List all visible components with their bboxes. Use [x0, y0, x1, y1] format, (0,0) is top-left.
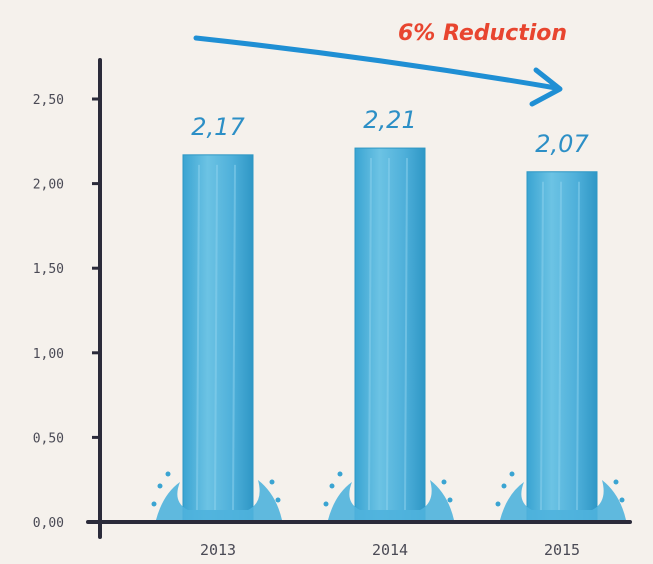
value-label: 2,07 — [535, 130, 589, 158]
splash-drop — [157, 483, 163, 489]
splash-drop — [495, 501, 501, 507]
bar-streak — [558, 181, 562, 511]
x-tick-label: 2013 — [200, 541, 236, 559]
bar-streak — [196, 164, 200, 511]
bar-streak — [368, 158, 372, 511]
bar-2015 — [526, 171, 598, 523]
bar-2013 — [182, 154, 254, 523]
water-splash — [156, 480, 282, 520]
splash-drop — [275, 497, 281, 503]
x-tick-label: 2015 — [544, 541, 580, 559]
y-axis-group: 0,00 0,50 1,00 1,50 2,00 2,50 — [33, 93, 100, 531]
bar-streak — [540, 181, 544, 511]
bar-streak — [404, 158, 408, 511]
x-tick-label: 2014 — [372, 541, 408, 559]
splash-drop — [501, 483, 507, 489]
annotation-text: 6% Reduction — [398, 21, 567, 46]
bar-streak — [214, 164, 218, 511]
water-splash — [328, 480, 454, 520]
y-tick-label: 1,00 — [33, 347, 64, 362]
splash-drop — [619, 497, 625, 503]
reduction-annotation: 6% Reduction — [193, 21, 567, 107]
bar-streak — [576, 181, 580, 511]
bar-streak — [232, 164, 236, 511]
trend-arrow — [193, 35, 559, 91]
y-tick-label: 0,50 — [33, 431, 64, 446]
trend-arrow-head — [529, 67, 563, 107]
labels-group: 2,17 2013 2,21 2014 2,07 2015 — [191, 106, 589, 559]
y-tick-label: 2,50 — [33, 93, 64, 108]
value-label: 2,21 — [363, 106, 416, 134]
bar-2014 — [354, 147, 426, 523]
splash-drop — [337, 471, 343, 477]
splash-drop — [151, 501, 157, 507]
splash-drop — [441, 479, 447, 485]
y-tick-label: 1,50 — [33, 262, 64, 277]
y-tick-label: 0,00 — [33, 516, 64, 531]
splash-drop — [509, 471, 515, 477]
bar-streak — [386, 158, 390, 511]
y-tick-label: 2,00 — [33, 178, 64, 193]
water-splash — [500, 480, 626, 520]
splash-drop — [329, 483, 335, 489]
splash-drop — [165, 471, 171, 477]
splash-drop — [447, 497, 453, 503]
value-label: 2,17 — [191, 113, 245, 141]
splash-drop — [269, 479, 275, 485]
splash-drop — [613, 479, 619, 485]
splash-drop — [323, 501, 329, 507]
bars-group — [151, 147, 626, 523]
